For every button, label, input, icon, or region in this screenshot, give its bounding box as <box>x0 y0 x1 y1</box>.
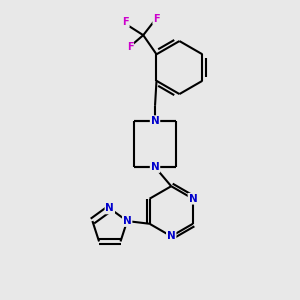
Text: N: N <box>105 203 114 213</box>
Text: N: N <box>188 194 197 204</box>
Text: N: N <box>123 216 131 226</box>
Text: F: F <box>122 17 129 27</box>
Text: N: N <box>151 116 159 126</box>
Text: N: N <box>167 231 176 241</box>
Text: F: F <box>153 14 160 24</box>
Text: F: F <box>127 42 133 52</box>
Text: N: N <box>151 162 159 172</box>
